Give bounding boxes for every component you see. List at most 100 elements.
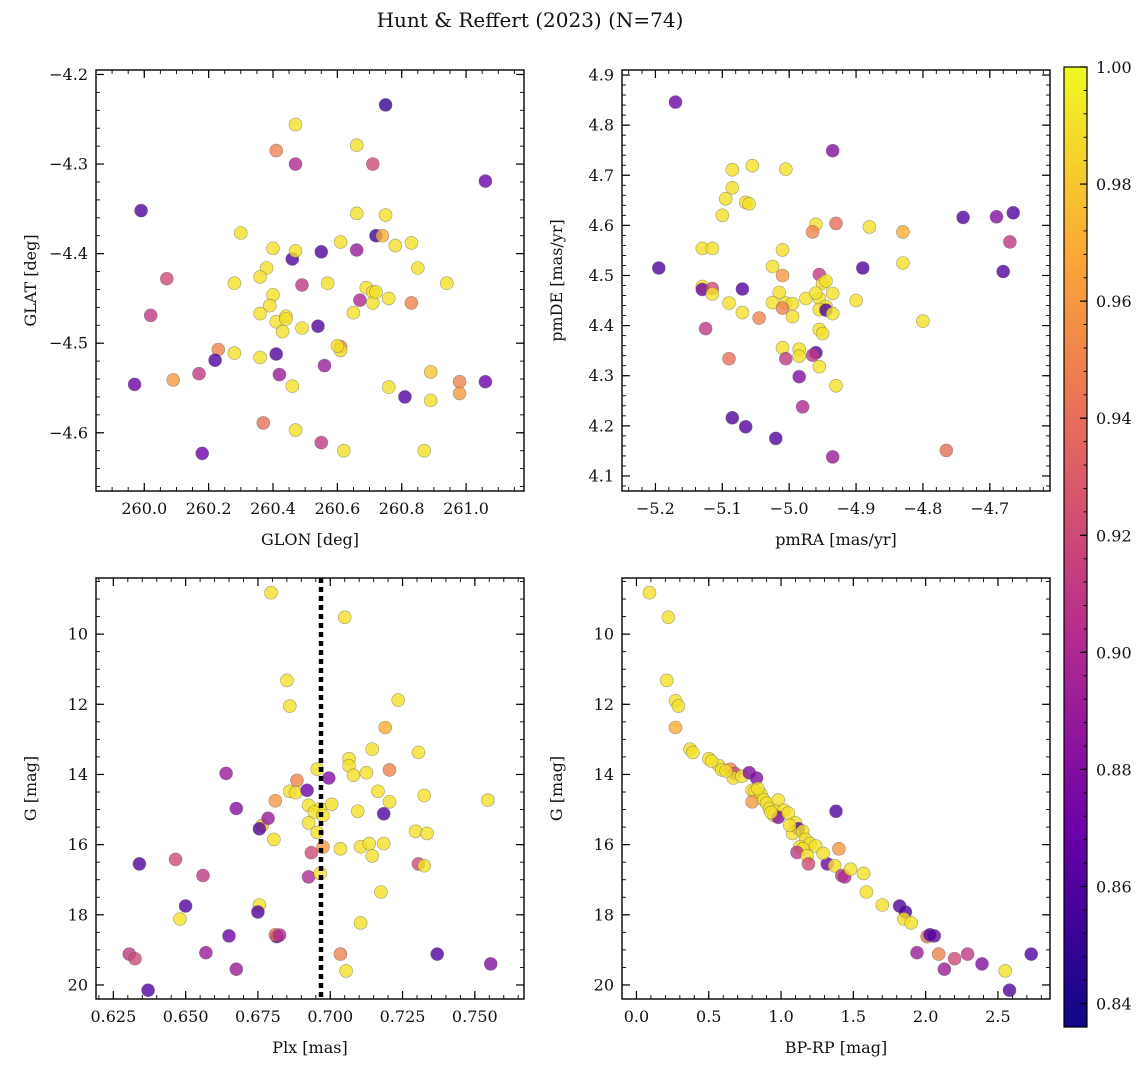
- x-tick-label: −4.7: [970, 499, 1009, 518]
- data-point: [772, 285, 787, 300]
- y-tick-label: 4.9: [589, 66, 614, 85]
- data-point: [752, 311, 766, 325]
- data-point: [362, 836, 377, 851]
- data-point: [262, 298, 277, 313]
- data-point: [346, 305, 361, 320]
- data-point: [704, 754, 719, 768]
- x-axis-label: BP-RP [mag]: [785, 1038, 887, 1057]
- data-point: [792, 349, 807, 364]
- data-point: [282, 699, 297, 713]
- data-point: [350, 804, 365, 819]
- data-point: [314, 435, 329, 450]
- data-point: [764, 805, 778, 820]
- x-tick-label: 0.5: [696, 1007, 721, 1026]
- colorbar-tick-label: 0.92: [1096, 526, 1132, 545]
- data-point: [408, 824, 423, 839]
- data-point: [825, 306, 840, 321]
- data-point: [330, 339, 345, 353]
- data-point: [843, 862, 858, 877]
- data-point: [778, 351, 793, 366]
- data-point: [430, 947, 445, 961]
- x-tick-label: 261.0: [443, 499, 489, 518]
- x-tick-label: 0.700: [307, 1007, 353, 1026]
- data-point: [785, 309, 800, 324]
- data-point: [280, 673, 294, 688]
- data-point: [365, 742, 380, 757]
- data-point: [452, 374, 467, 389]
- data-point: [875, 898, 890, 912]
- data-point: [333, 841, 348, 856]
- y-tick-label: 16: [68, 835, 88, 854]
- data-point: [855, 261, 870, 275]
- x-tick-label: 260.4: [250, 499, 296, 518]
- data-point: [671, 699, 686, 713]
- data-point: [718, 192, 733, 206]
- data-point: [234, 226, 248, 240]
- y-tick-label: 20: [68, 975, 88, 994]
- data-point: [375, 228, 390, 243]
- data-point: [288, 785, 303, 800]
- y-axis-label: G [mag]: [21, 756, 40, 821]
- data-point: [829, 216, 843, 231]
- data-point: [775, 268, 790, 283]
- data-point: [960, 947, 975, 961]
- data-point: [381, 291, 396, 306]
- data-point: [222, 929, 236, 943]
- x-tick-label: 1.5: [841, 1007, 866, 1026]
- y-axis-label: G [mag]: [547, 756, 566, 821]
- x-axis-label: GLON [deg]: [261, 530, 359, 549]
- y-tick-label: 16: [594, 835, 614, 854]
- data-point: [939, 443, 954, 458]
- data-point: [317, 358, 332, 373]
- data-point: [423, 365, 438, 379]
- data-point: [651, 261, 666, 275]
- data-point: [304, 845, 319, 860]
- y-tick-label: 4.2: [589, 416, 614, 435]
- data-point: [371, 784, 385, 799]
- y-tick-label: 18: [594, 905, 614, 924]
- x-tick-label: −4.9: [837, 499, 876, 518]
- data-point: [253, 306, 267, 321]
- data-point: [199, 945, 213, 960]
- data-point: [227, 276, 242, 291]
- data-point: [1002, 983, 1017, 998]
- data-point: [725, 162, 740, 177]
- x-tick-label: 0.750: [452, 1007, 498, 1026]
- data-point: [128, 951, 142, 966]
- data-point: [173, 912, 187, 926]
- data-point: [975, 957, 989, 971]
- data-point: [862, 220, 877, 234]
- points: [651, 95, 1021, 464]
- data-point: [229, 801, 244, 816]
- data-point: [251, 905, 265, 919]
- data-point: [1003, 235, 1017, 249]
- data-point: [947, 951, 962, 966]
- data-point: [481, 793, 495, 807]
- data-point: [378, 98, 393, 112]
- x-tick-label: 0.675: [235, 1007, 281, 1026]
- data-point: [738, 419, 753, 434]
- data-point: [324, 797, 339, 812]
- x-tick-label: −5.0: [770, 499, 809, 518]
- data-point: [337, 610, 352, 625]
- data-point: [816, 846, 830, 861]
- data-point: [725, 181, 740, 195]
- data-point: [134, 203, 148, 218]
- y-tick-label: 4.3: [589, 366, 614, 385]
- data-point: [229, 962, 244, 977]
- data-point: [825, 143, 840, 158]
- data-point: [742, 197, 756, 211]
- data-point: [336, 443, 351, 458]
- data-point: [272, 928, 287, 942]
- data-point: [775, 301, 790, 315]
- x-tick-label: 0.625: [90, 1007, 136, 1026]
- y-tick-label: −4.4: [49, 244, 88, 263]
- data-point: [404, 236, 419, 250]
- data-point: [812, 359, 827, 374]
- data-point: [333, 235, 348, 249]
- data-point: [141, 983, 155, 998]
- axes-frame: [621, 577, 1051, 1000]
- data-point: [998, 964, 1013, 978]
- colorbar-tick-label: 0.94: [1096, 409, 1132, 428]
